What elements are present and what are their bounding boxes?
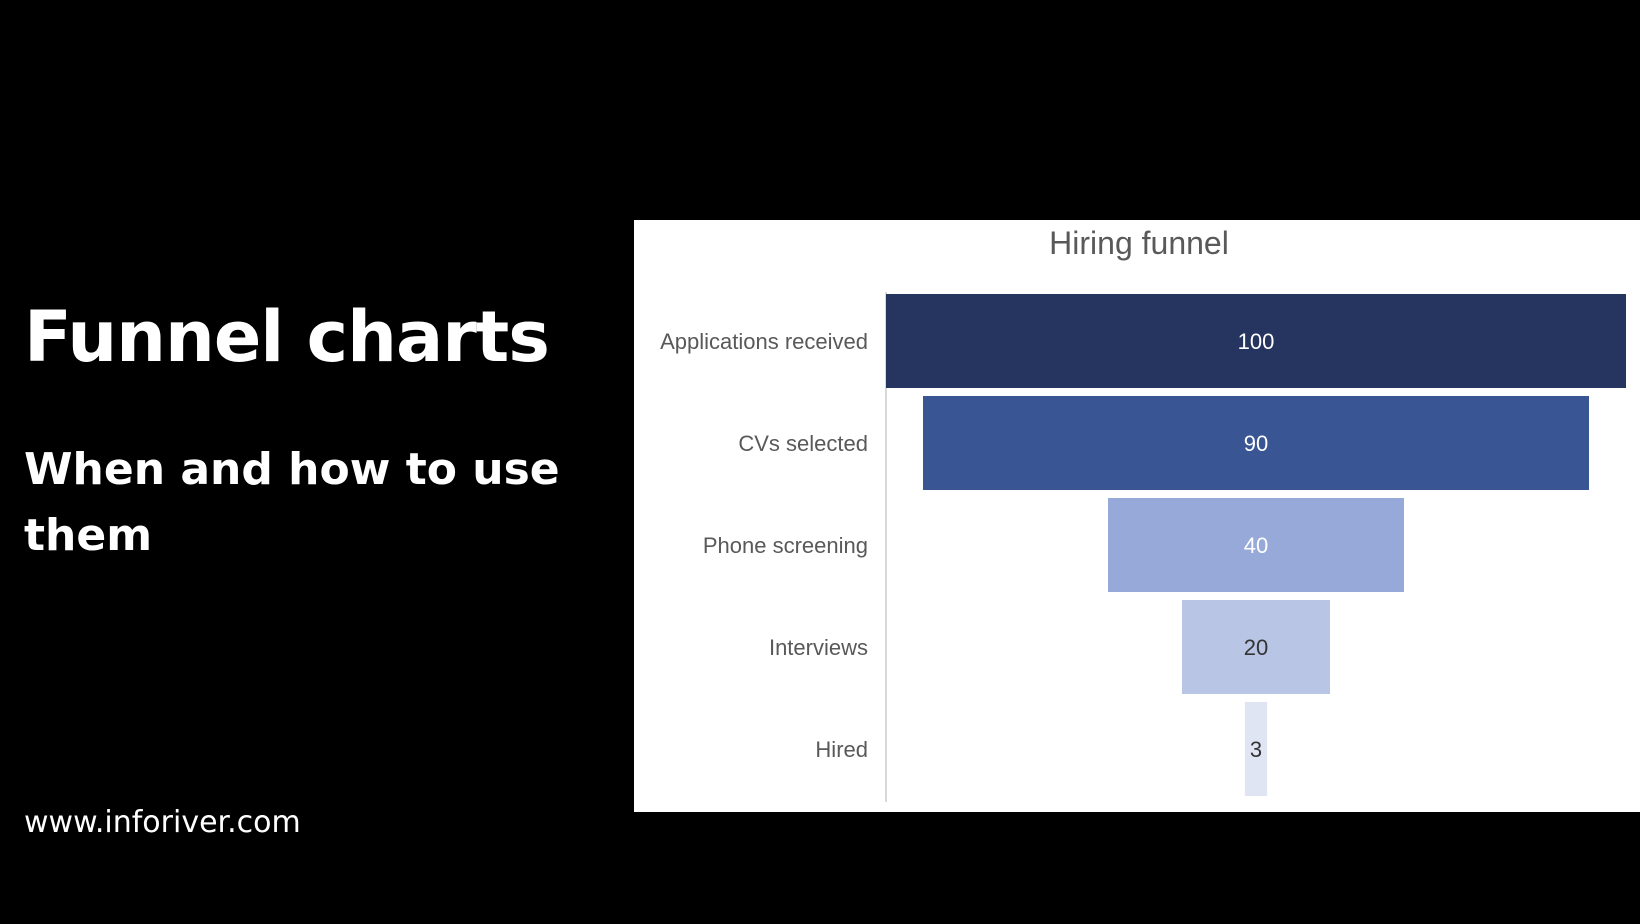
- data-label-hired: 3: [1250, 737, 1262, 762]
- funnel-bar-interviews: [1182, 600, 1330, 694]
- data-labels: 100 90 40 20 3: [1238, 329, 1275, 762]
- funnel-bar-hired: [1244, 702, 1268, 796]
- chart-title: Hiring funnel: [1049, 225, 1229, 261]
- subheadline: When and how to use them: [24, 444, 560, 561]
- data-label-interviews: 20: [1244, 635, 1268, 660]
- data-label-applications-received: 100: [1238, 329, 1275, 354]
- website-url: www.inforiver.com: [24, 805, 301, 840]
- category-label-phone-screening: Phone screening: [703, 533, 868, 558]
- funnel-chart-panel: Hiring funnel Applications received CVs s…: [634, 220, 1640, 812]
- funnel-bar-phone-screening: [1108, 498, 1404, 592]
- funnel-chart: Hiring funnel Applications received CVs s…: [660, 225, 1626, 802]
- data-label-phone-screening: 40: [1244, 533, 1268, 558]
- funnel-bars: [886, 294, 1626, 796]
- category-label-cvs-selected: CVs selected: [738, 431, 868, 456]
- funnel-bar-cvs-selected: [923, 396, 1589, 490]
- headline: Funnel charts: [24, 296, 550, 378]
- category-label-hired: Hired: [815, 737, 868, 762]
- data-label-cvs-selected: 90: [1244, 431, 1268, 456]
- category-label-interviews: Interviews: [769, 635, 868, 660]
- category-label-applications-received: Applications received: [660, 329, 868, 354]
- funnel-bar-applications-received: [886, 294, 1626, 388]
- category-labels: Applications received CVs selected Phone s…: [660, 329, 868, 762]
